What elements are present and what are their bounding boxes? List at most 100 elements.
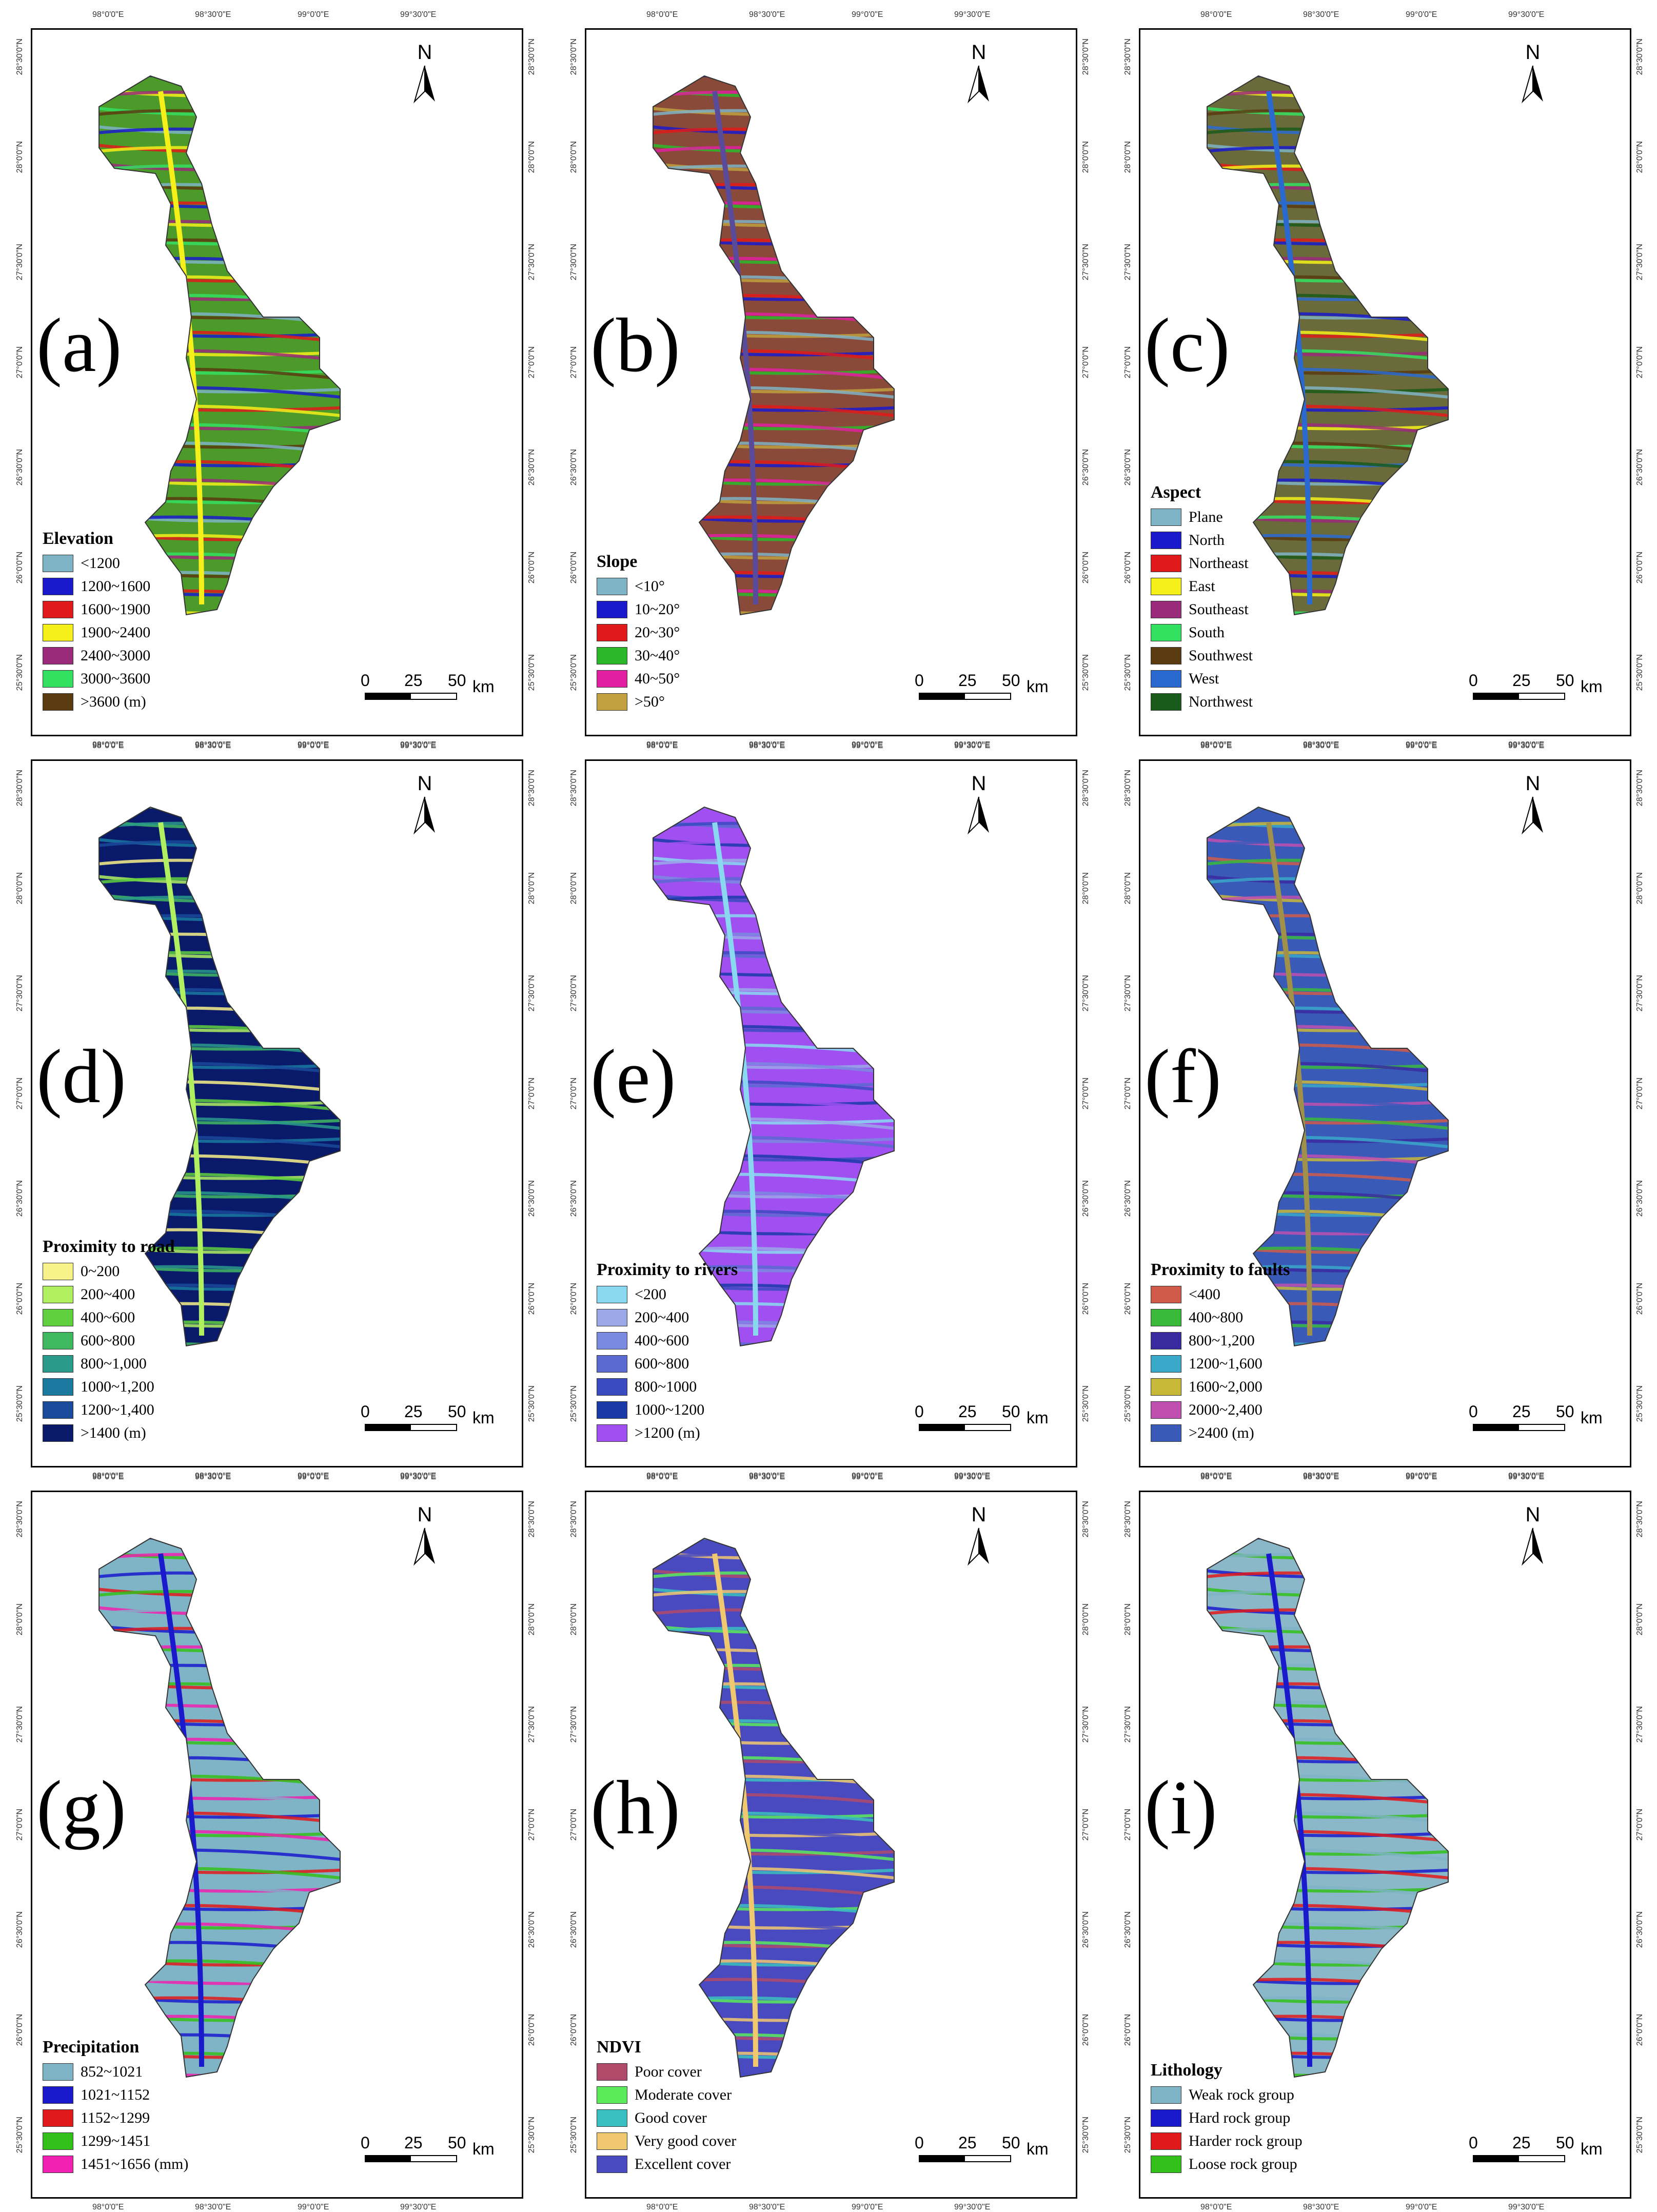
longitude-tick-label: 99°30'0"E xyxy=(1508,1472,1545,1480)
latitude-tick-label: 28°0'0"N xyxy=(569,1603,578,1636)
legend-item: >1200 (m) xyxy=(597,1421,738,1444)
scale-label: km xyxy=(472,1408,495,1427)
latitude-tick-label: 26°0'0"N xyxy=(1081,552,1090,584)
legend-item: 1200~1600 xyxy=(43,575,150,598)
scale-bar: 0 25 50 km xyxy=(361,1402,504,1438)
latitude-tick-label: 26°30'0"N xyxy=(527,449,536,486)
legend-swatch xyxy=(43,623,73,641)
scale-bar-segment xyxy=(1518,693,1565,700)
legend-label: Excellent cover xyxy=(635,2155,731,2172)
latitude-tick-label: 25°30'0"N xyxy=(1123,2117,1132,2154)
latitude-tick-label: 27°0'0"N xyxy=(15,1809,24,1841)
scale-bar: 0 25 50 km xyxy=(1469,1402,1612,1438)
latitude-tick-label: 27°30'0"N xyxy=(15,1706,24,1743)
latitude-tick-label: 26°0'0"N xyxy=(527,552,536,584)
legend-item: 1200~1,400 xyxy=(43,1398,175,1421)
latitude-tick-label: 28°0'0"N xyxy=(527,1603,536,1636)
latitude-tick-label: 26°0'0"N xyxy=(1123,552,1132,584)
latitude-tick-label: 28°0'0"N xyxy=(1123,1603,1132,1636)
longitude-tick-label: 98°30'0"E xyxy=(195,741,231,750)
legend-item: 600~800 xyxy=(597,1352,738,1375)
scale-label: 25 xyxy=(1512,2133,1531,2152)
longitude-tick-label: 99°30'0"E xyxy=(1508,740,1545,749)
scale-label: 50 xyxy=(1556,2133,1574,2152)
latitude-tick-label: 28°30'0"N xyxy=(527,770,536,807)
latitude-tick-label: 27°30'0"N xyxy=(1081,975,1090,1012)
longitude-tick-label: 98°0'0"E xyxy=(92,2203,124,2211)
longitude-tick-label: 98°0'0"E xyxy=(92,740,124,749)
longitude-tick-label: 99°30'0"E xyxy=(954,740,991,749)
scale-label: km xyxy=(1027,1408,1049,1427)
scale-label: 50 xyxy=(1002,671,1020,690)
longitude-tick-label: 98°30'0"E xyxy=(749,1472,785,1480)
scale-bar-segment xyxy=(1518,1424,1565,1431)
latitude-tick-label: 28°0'0"N xyxy=(569,141,578,173)
scale-label: 25 xyxy=(1512,1402,1531,1421)
legend-item: Hard rock group xyxy=(1151,2106,1303,2129)
longitude-tick-label: 99°30'0"E xyxy=(954,741,991,750)
legend-swatch xyxy=(43,1424,73,1442)
legend-label: Loose rock group xyxy=(1189,2155,1297,2172)
longitude-tick-label: 98°30'0"E xyxy=(749,1473,785,1481)
study-area-map xyxy=(653,1537,895,2078)
scale-bar-segment xyxy=(964,1424,1011,1431)
scale-bar-segment xyxy=(964,693,1011,700)
latitude-tick-label: 27°0'0"N xyxy=(569,1078,578,1110)
legend-item: 800~1,000 xyxy=(43,1352,175,1375)
legend-title: Proximity to rivers xyxy=(597,1260,738,1279)
latitude-tick-label: 26°0'0"N xyxy=(1635,552,1644,584)
legend-swatch xyxy=(43,2063,73,2081)
latitude-tick-label: 27°30'0"N xyxy=(569,244,578,281)
scale-label: 0 xyxy=(361,2133,370,2152)
latitude-tick-label: 26°30'0"N xyxy=(527,1911,536,1948)
latitude-tick-label: 25°30'0"N xyxy=(1123,654,1132,691)
scale-label: km xyxy=(1581,2140,1603,2158)
longitude-tick-label: 98°30'0"E xyxy=(749,10,785,19)
longitude-tick-label: 98°0'0"E xyxy=(646,741,678,750)
legend-label: <200 xyxy=(635,1285,666,1303)
legend-item: South xyxy=(1151,621,1253,644)
legend-label: 2000~2,400 xyxy=(1189,1401,1263,1418)
longitude-tick-label: 98°0'0"E xyxy=(1200,2203,1232,2211)
legend-label: North xyxy=(1189,531,1225,549)
longitude-tick-label: 99°0'0"E xyxy=(298,740,329,749)
latitude-tick-label: 28°30'0"N xyxy=(527,38,536,75)
legend-label: 1000~1200 xyxy=(635,1401,705,1418)
longitude-tick-label: 98°0'0"E xyxy=(92,10,124,19)
longitude-tick-label: 99°30'0"E xyxy=(400,2203,437,2211)
latitude-tick-label: 27°0'0"N xyxy=(15,1078,24,1110)
longitude-tick-label: 98°30'0"E xyxy=(1303,741,1339,750)
map-legend: Proximity to road 0~200 200~400 400~600 600~… xyxy=(43,1237,175,1444)
legend-item: 1152~1299 xyxy=(43,2106,188,2129)
latitude-tick-label: 28°30'0"N xyxy=(15,38,24,75)
latitude-tick-label: 26°30'0"N xyxy=(527,1180,536,1217)
legend-swatch xyxy=(43,1285,73,1303)
scale-bar-segment xyxy=(410,1424,457,1431)
legend-swatch xyxy=(597,1378,627,1396)
legend-item: 852~1021 xyxy=(43,2060,188,2083)
legend-label: 600~800 xyxy=(635,1355,689,1372)
latitude-tick-label: 27°0'0"N xyxy=(569,346,578,379)
legend-label: Northwest xyxy=(1189,693,1253,710)
longitude-tick-label: 98°30'0"E xyxy=(1303,1473,1339,1481)
legend-item: 600~800 xyxy=(43,1329,175,1352)
scale-bar-segment xyxy=(964,2155,1011,2162)
legend-swatch xyxy=(43,647,73,664)
latitude-tick-label: 27°0'0"N xyxy=(1081,346,1090,379)
north-arrow-icon: N xyxy=(407,41,443,122)
north-label: N xyxy=(1525,772,1541,795)
legend-title: NDVI xyxy=(597,2038,641,2057)
latitude-tick-label: 28°0'0"N xyxy=(527,141,536,173)
legend-item: 20~30° xyxy=(597,621,680,644)
legend-swatch xyxy=(1151,2109,1181,2127)
legend-swatch xyxy=(597,1332,627,1349)
longitude-tick-label: 99°30'0"E xyxy=(954,10,991,19)
legend-title: Elevation xyxy=(43,529,113,548)
panel-label: (g) xyxy=(36,1765,126,1850)
longitude-tick-label: 99°0'0"E xyxy=(1406,741,1437,750)
latitude-tick-label: 28°0'0"N xyxy=(527,872,536,905)
legend-item: Moderate cover xyxy=(597,2083,736,2106)
latitude-tick-label: 27°0'0"N xyxy=(1123,1078,1132,1110)
latitude-tick-label: 28°0'0"N xyxy=(569,872,578,905)
scale-label: km xyxy=(472,2140,495,2158)
